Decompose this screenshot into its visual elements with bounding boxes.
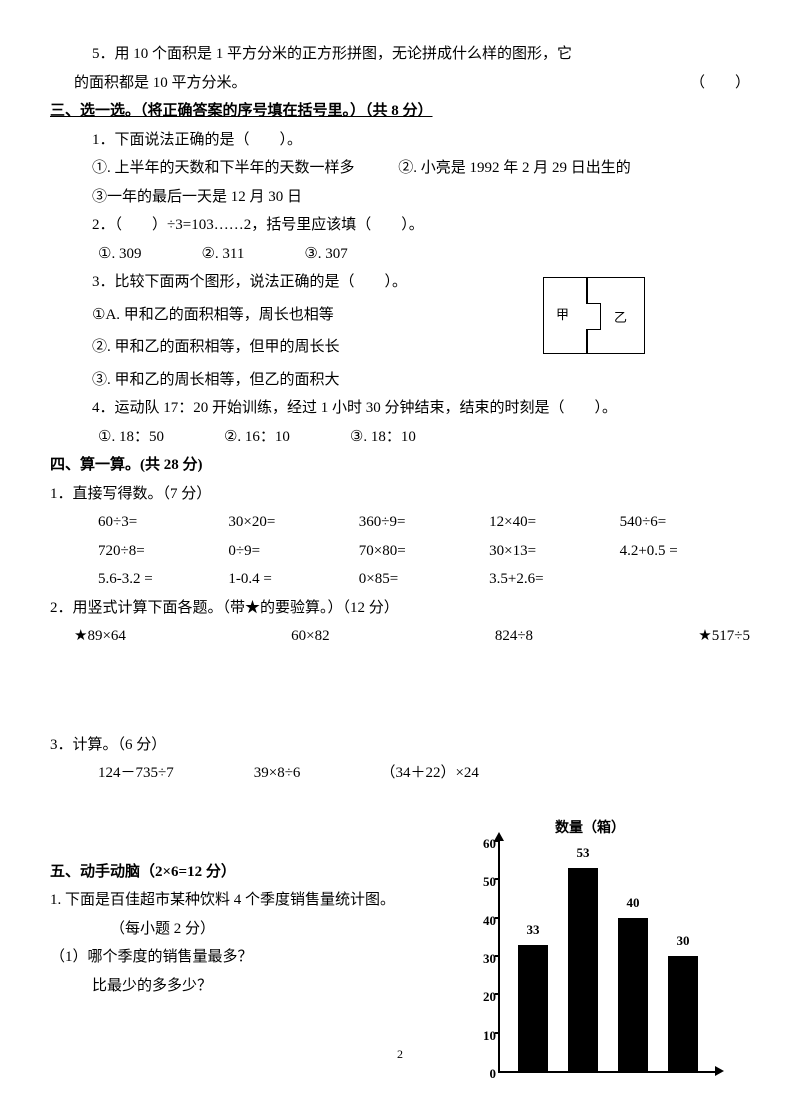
v2: 824÷8 <box>495 622 533 651</box>
c-0-4: 540÷6= <box>620 508 750 537</box>
c-1-3: 30×13= <box>489 537 619 566</box>
work-space-1 <box>50 651 750 731</box>
c-0-2: 360÷9= <box>359 508 489 537</box>
s3-q1-opt3: ③一年的最后一天是 12 月 30 日 <box>50 183 750 212</box>
c-2-4 <box>620 565 750 594</box>
s4-q1-row1: 720÷8= 0÷9= 70×80= 30×13= 4.2+0.5 = <box>50 537 750 566</box>
v3: ★517÷5 <box>698 622 750 651</box>
chart-bar-value: 53 <box>558 841 608 866</box>
c-0-0: 60÷3= <box>98 508 228 537</box>
q2-5-line2: 的面积都是 10 平方分米。 <box>74 75 247 91</box>
ytick-label: 0 <box>472 1062 496 1087</box>
q2-5-blank: （ ） <box>690 69 750 98</box>
ytick-mark <box>495 840 500 842</box>
chart-bar <box>668 956 698 1071</box>
s3-q1-stem: 1．下面说法正确的是（ ）。 <box>50 126 750 155</box>
x-axis-arrow-icon <box>715 1066 724 1076</box>
s3-q2-stem: 2．（ ）÷3=103……2，括号里应该填（ ）。 <box>50 211 750 240</box>
ytick-label: 20 <box>472 985 496 1010</box>
c-1-0: 720÷8= <box>98 537 228 566</box>
s3-q3-stem: 3．比较下面两个图形，说法正确的是（ ）。 <box>50 268 750 297</box>
s3-q3-opt3: ③. 甲和乙的周长相等，但乙的面积大 <box>50 366 750 395</box>
c-0-3: 12×40= <box>489 508 619 537</box>
c-2-2: 0×85= <box>359 565 489 594</box>
c-2-0: 5.6-3.2 = <box>98 565 228 594</box>
s4-q1-stem: 1．直接写得数。（7 分） <box>50 480 750 509</box>
s3-q1-opt1: ①. 上半年的天数和下半年的天数一样多 <box>92 160 355 176</box>
c-2-3: 3.5+2.6= <box>489 565 619 594</box>
c-1-1: 0÷9= <box>228 537 358 566</box>
c-1-4: 4.2+0.5 = <box>620 537 750 566</box>
ytick-label: 10 <box>472 1024 496 1049</box>
s5-q1-note: （每小题 2 分） <box>50 915 460 944</box>
s4-q1-row2: 5.6-3.2 = 1-0.4 = 0×85= 3.5+2.6= <box>50 565 750 594</box>
chart-bar-value: 33 <box>508 918 558 943</box>
s4-q3-stem: 3．计算。（6 分） <box>50 731 750 760</box>
q2-5-line1: 5．用 10 个面积是 1 平方分米的正方形拼图，无论拼成什么样的图形，它 <box>50 40 750 69</box>
s3-q3-opt1: ①A. 甲和乙的面积相等，周长也相等 <box>50 301 750 330</box>
ytick-mark <box>495 878 500 880</box>
q2-5-line2-wrap: 的面积都是 10 平方分米。 （ ） <box>50 69 750 98</box>
t0: 124－735÷7 <box>98 759 174 788</box>
s5-q1-sub1b: 比最少的多多少？ <box>50 972 442 1001</box>
s4-q2-row: ★89×64 60×82 824÷8 ★517÷5 <box>50 622 750 651</box>
s3-q4-opts: ①. 18：50 ②. 16：10 ③. 18：10 <box>50 423 750 452</box>
c-2-1: 1-0.4 = <box>228 565 358 594</box>
s3-q4-opt1: ①. 18：50 <box>98 423 164 452</box>
s4-q2-stem: 2．用竖式计算下面各题。（带★的要验算。）（12 分） <box>50 594 750 623</box>
ytick-label: 60 <box>472 832 496 857</box>
ytick-label: 50 <box>472 870 496 895</box>
chart-bar <box>618 918 648 1071</box>
s3-q3-diagram: 甲 乙 <box>543 277 645 354</box>
s3-q4-stem: 4．运动队 17：20 开始训练，经过 1 小时 30 分钟结束，结束的时刻是（… <box>50 394 750 423</box>
s3-q1-opt2: ②. 小亮是 1992 年 2 月 29 日出生的 <box>398 160 631 176</box>
ytick-label: 30 <box>472 947 496 972</box>
s3-q2-opt1: ①. 309 <box>98 240 141 269</box>
s5-q1-stem: 1. 下面是百佳超市某种饮料 4 个季度销售量统计图。 <box>50 886 450 915</box>
s3-q1-opts12: ①. 上半年的天数和下半年的天数一样多 ②. 小亮是 1992 年 2 月 29… <box>50 154 750 183</box>
diagram-label-jia: 甲 <box>556 303 569 328</box>
s3-q3-opt2: ②. 甲和乙的面积相等，但甲的周长长 <box>50 333 750 362</box>
ytick-mark <box>495 917 500 919</box>
page-number: 2 <box>397 1043 403 1066</box>
s5-q1-sub1a: （1）哪个季度的销售量最多？ <box>50 943 400 972</box>
ytick-label: 40 <box>472 909 496 934</box>
v1: 60×82 <box>291 622 329 651</box>
section4-title: 四、算一算。(共 28 分) <box>50 451 750 480</box>
s3-q2-opt3: ③. 307 <box>304 240 347 269</box>
chart-bar-value: 30 <box>658 929 708 954</box>
diagram-step <box>586 303 601 330</box>
bar-chart: 数量（箱） 010203040506033534030 <box>460 816 730 1086</box>
s3-q2-opt2: ②. 311 <box>201 240 244 269</box>
chart-bar-value: 40 <box>608 891 658 916</box>
t1: 39×8÷6 <box>254 759 301 788</box>
s4-q3-row: 124－735÷7 39×8÷6 （34＋22）×24 <box>50 759 750 788</box>
s3-q4-opt2: ②. 16：10 <box>224 423 290 452</box>
chart-ylabel: 数量（箱） <box>555 816 625 843</box>
page: 5．用 10 个面积是 1 平方分米的正方形拼图，无论拼成什么样的图形，它 的面… <box>0 0 800 1106</box>
diagram-step-mask <box>585 304 588 327</box>
c-1-2: 70×80= <box>359 537 489 566</box>
chart-bar <box>518 945 548 1072</box>
t2: （34＋22）×24 <box>380 759 478 788</box>
diagram-label-yi: 乙 <box>614 306 627 331</box>
ytick-mark <box>495 1032 500 1034</box>
ytick-mark <box>495 955 500 957</box>
v0: ★89×64 <box>74 622 126 651</box>
ytick-mark <box>495 993 500 995</box>
s3-q2-opts: ①. 309 ②. 311 ③. 307 <box>50 240 750 269</box>
s3-q4-opt3: ③. 18：10 <box>350 423 416 452</box>
s4-q1-row0: 60÷3= 30×20= 360÷9= 12×40= 540÷6= <box>50 508 750 537</box>
chart-bar <box>568 868 598 1071</box>
c-0-1: 30×20= <box>228 508 358 537</box>
chart-area: 010203040506033534030 <box>498 841 715 1073</box>
section3-title: 三、选一选。（将正确答案的序号填在括号里。）（共 8 分） <box>50 97 750 126</box>
